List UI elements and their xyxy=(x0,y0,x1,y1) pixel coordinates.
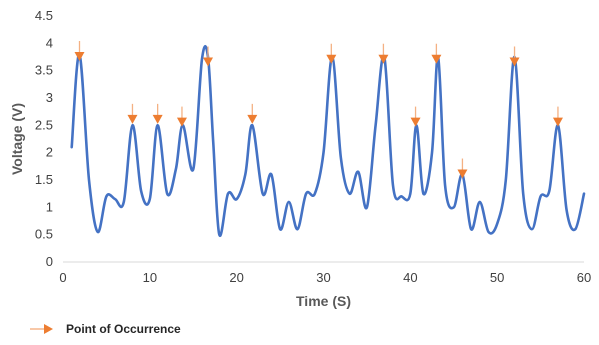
legend-marker-icon xyxy=(30,324,53,334)
occurrence-marker xyxy=(457,158,468,179)
y-axis-title: Voltage (V) xyxy=(9,103,25,175)
occurrence-marker xyxy=(509,46,520,67)
occurrence-marker xyxy=(74,41,85,61)
y-tick-label: 4 xyxy=(46,35,53,50)
occurrence-marker xyxy=(176,106,187,127)
occurrence-marker xyxy=(203,46,214,67)
x-tick-label: 60 xyxy=(577,270,591,285)
occurrence-marker xyxy=(247,103,258,124)
y-tick-label: 0 xyxy=(46,254,53,269)
y-tick-label: 0.5 xyxy=(35,227,53,242)
legend: Point of Occurrence xyxy=(30,322,181,336)
x-tick-labels: 0 10 20 30 40 50 60 xyxy=(59,270,591,285)
y-tick-label: 2.5 xyxy=(35,117,53,132)
occurrence-marker xyxy=(552,106,563,127)
x-tick-label: 0 xyxy=(59,270,66,285)
x-tick-label: 50 xyxy=(490,270,504,285)
marker-layer xyxy=(74,41,563,179)
y-tick-label: 4.5 xyxy=(35,8,53,23)
series-layer xyxy=(70,44,586,237)
x-tick-label: 30 xyxy=(316,270,330,285)
occurrence-marker xyxy=(431,43,442,64)
y-tick-label: 3.5 xyxy=(35,63,53,78)
y-tick-labels: 0 0.5 1 1.5 2 2.5 3 3.5 4 4.5 xyxy=(35,8,53,269)
y-tick-label: 1 xyxy=(46,199,53,214)
y-tick-label: 3 xyxy=(46,90,53,105)
occurrence-marker xyxy=(127,103,138,124)
x-tick-label: 20 xyxy=(229,270,243,285)
series-line xyxy=(70,44,586,237)
legend-label: Point of Occurrence xyxy=(66,322,181,336)
y-tick-label: 2 xyxy=(46,145,53,160)
occurrence-marker xyxy=(152,103,163,124)
occurrence-marker xyxy=(410,106,421,127)
x-axis-title: Time (S) xyxy=(296,293,351,309)
occurrence-marker xyxy=(326,43,337,64)
occurrence-marker xyxy=(378,43,389,64)
y-tick-label: 1.5 xyxy=(35,172,53,187)
x-tick-label: 10 xyxy=(143,270,157,285)
x-tick-label: 40 xyxy=(403,270,417,285)
